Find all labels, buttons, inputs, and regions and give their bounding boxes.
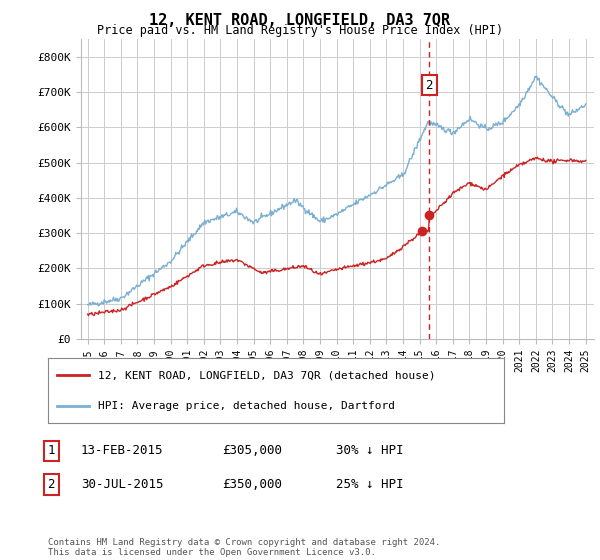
Text: 12, KENT ROAD, LONGFIELD, DA3 7QR (detached house): 12, KENT ROAD, LONGFIELD, DA3 7QR (detac… xyxy=(98,370,436,380)
Text: Price paid vs. HM Land Registry's House Price Index (HPI): Price paid vs. HM Land Registry's House … xyxy=(97,24,503,37)
Text: 13-FEB-2015: 13-FEB-2015 xyxy=(81,444,163,458)
Text: 12, KENT ROAD, LONGFIELD, DA3 7QR: 12, KENT ROAD, LONGFIELD, DA3 7QR xyxy=(149,13,451,28)
Text: 25% ↓ HPI: 25% ↓ HPI xyxy=(336,478,404,491)
Text: £305,000: £305,000 xyxy=(222,444,282,458)
Text: 2: 2 xyxy=(425,78,433,91)
Text: Contains HM Land Registry data © Crown copyright and database right 2024.
This d: Contains HM Land Registry data © Crown c… xyxy=(48,538,440,557)
Text: 2: 2 xyxy=(47,478,55,491)
Text: HPI: Average price, detached house, Dartford: HPI: Average price, detached house, Dart… xyxy=(98,401,395,411)
Text: 1: 1 xyxy=(47,444,55,458)
Text: 30-JUL-2015: 30-JUL-2015 xyxy=(81,478,163,491)
Text: 30% ↓ HPI: 30% ↓ HPI xyxy=(336,444,404,458)
Text: £350,000: £350,000 xyxy=(222,478,282,491)
